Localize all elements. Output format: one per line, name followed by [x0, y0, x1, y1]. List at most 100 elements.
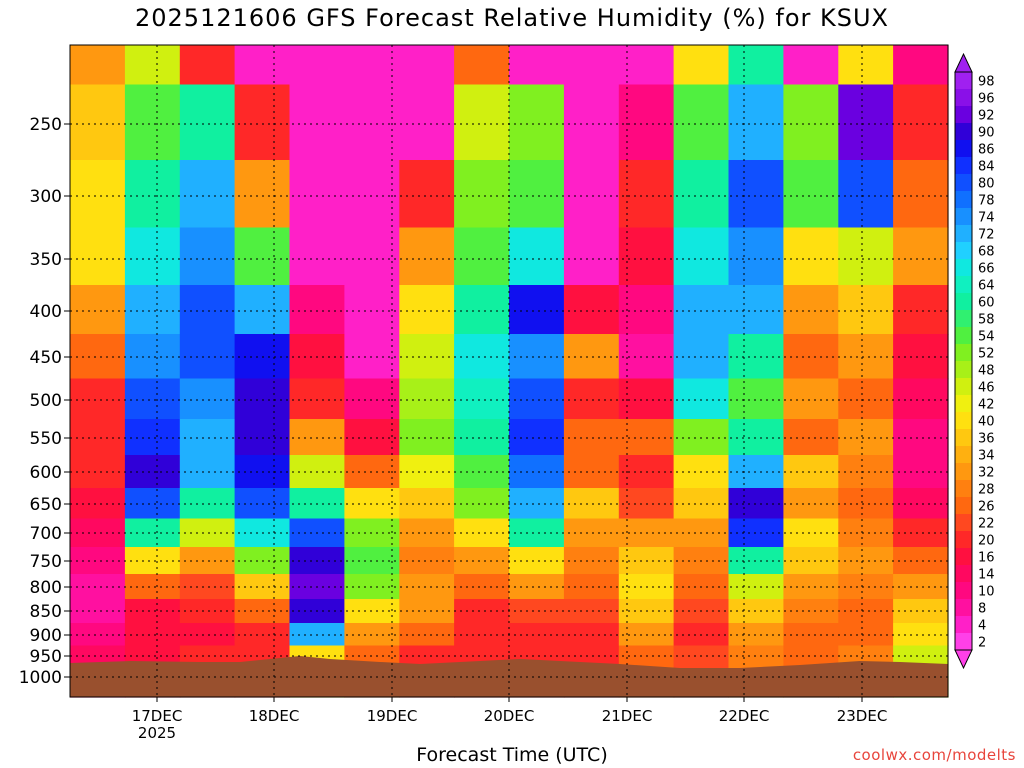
colorbar-swatch [955, 174, 972, 192]
colorbar-label: 66 [978, 262, 995, 277]
colorbar-label: 22 [978, 517, 995, 532]
colorbar-swatch [955, 208, 972, 226]
heat-cell [618, 378, 675, 420]
heat-cell [234, 160, 291, 229]
heat-cell [179, 623, 236, 647]
colorbar-label: 68 [978, 245, 995, 260]
heat-cell [728, 160, 784, 229]
x-tick-label: 19DEC [367, 707, 418, 725]
colorbar-swatch [955, 633, 972, 651]
colorbar-label: 32 [978, 466, 995, 481]
heat-cell [618, 84, 675, 161]
heat-cell [509, 419, 565, 456]
colorbar-swatch [955, 582, 972, 600]
heat-cell [783, 285, 839, 335]
heat-cell [838, 455, 894, 489]
heat-cell [728, 45, 784, 86]
heat-cell [70, 45, 126, 86]
colorbar-label: 84 [978, 160, 995, 175]
colorbar-swatch [955, 480, 972, 498]
heat-cell [509, 518, 565, 548]
heat-cell [838, 623, 894, 647]
colorbar-label: 74 [978, 211, 995, 226]
heat-cell [728, 227, 784, 286]
heat-cell [289, 160, 345, 229]
heat-cell [399, 599, 455, 624]
heat-cell [783, 160, 839, 229]
heat-cell [70, 378, 126, 420]
colorbar-swatch [955, 463, 972, 481]
heat-cell [618, 160, 675, 229]
heat-cell [124, 455, 181, 489]
colorbar-label: 42 [978, 398, 995, 413]
colorbar-swatch [955, 191, 972, 209]
heat-cell [509, 623, 565, 647]
heat-cell [454, 160, 510, 229]
heat-cell [783, 227, 839, 286]
heat-cell [399, 84, 455, 161]
heat-cell [399, 45, 455, 86]
x-tick-label: 17DEC [132, 707, 183, 725]
y-tick-label: 850 [30, 602, 62, 622]
colorbar-label: 52 [978, 347, 995, 362]
heat-cell [399, 378, 455, 420]
heat-cell [124, 84, 181, 161]
y-tick-label: 400 [30, 302, 62, 322]
heat-cell [70, 623, 126, 647]
heat-cell [454, 84, 510, 161]
heat-cell [728, 378, 784, 420]
colorbar-label: 58 [978, 313, 995, 328]
y-tick-label: 350 [30, 250, 62, 270]
heat-cell [563, 378, 620, 420]
y-axis: 250 300 350 400 450 500 550 600 650 700 750 800 850 9… [19, 115, 70, 688]
heat-cell [70, 455, 126, 489]
heat-cell [179, 285, 236, 335]
heat-cell [838, 574, 894, 600]
colorbar-swatch [955, 140, 972, 158]
heat-cell [728, 419, 784, 456]
colorbar-swatch [955, 378, 972, 396]
colorbar-swatch [955, 344, 972, 362]
colorbar-label: 46 [978, 381, 995, 396]
heat-cell [70, 599, 126, 624]
colorbar-label: 16 [978, 551, 995, 566]
heat-cell [454, 334, 510, 380]
heat-cell [70, 334, 126, 380]
heat-cell [893, 378, 949, 420]
heat-cell [893, 455, 949, 489]
colorbar-label: 54 [978, 330, 995, 345]
colorbar-swatch [955, 412, 972, 430]
heat-cell [454, 574, 510, 600]
y-tick-label: 600 [30, 463, 62, 483]
heat-cell [618, 419, 675, 456]
heat-cell [783, 488, 839, 520]
x-tick-label: 20DEC [484, 707, 535, 725]
heat-cell [893, 285, 949, 335]
heat-cell [563, 285, 620, 335]
heat-cell [399, 334, 455, 380]
heat-cell [838, 45, 894, 86]
heat-cell [399, 623, 455, 647]
colorbar-swatch [955, 616, 972, 634]
heat-cell [618, 227, 675, 286]
colorbar-swatch [955, 293, 972, 311]
colorbar-swatch [955, 106, 972, 124]
credit-link[interactable]: coolwx.com/modelts [852, 746, 1016, 764]
y-tick-label: 950 [30, 647, 62, 667]
heat-cell [344, 378, 400, 420]
heat-cell [838, 599, 894, 624]
heat-cell [124, 419, 181, 456]
heat-cell [509, 547, 565, 575]
heat-cell [234, 45, 291, 86]
heat-cell [673, 419, 730, 456]
heat-cell [783, 334, 839, 380]
colorbar-label: 90 [978, 126, 995, 141]
colorbar-label: 64 [978, 279, 995, 294]
heat-cell [783, 84, 839, 161]
heat-cell [399, 160, 455, 229]
heat-cell [344, 227, 400, 286]
heat-cell [399, 547, 455, 575]
heat-cell [234, 84, 291, 161]
chart-title: 2025121606 GFS Forecast Relative Humidit… [135, 4, 889, 32]
heat-cell [893, 547, 949, 575]
